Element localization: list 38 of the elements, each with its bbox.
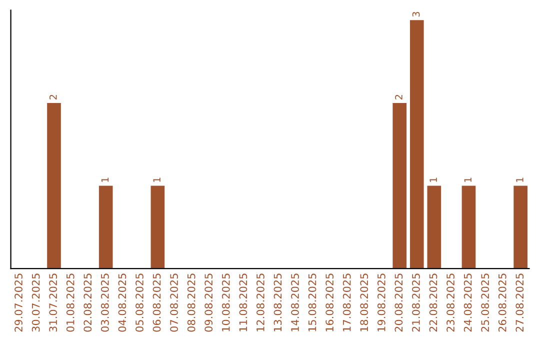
x-tick-label: 21.08.2025 <box>412 274 420 332</box>
x-tick-label: 31.07.2025 <box>49 274 58 332</box>
x-tick-label: 18.08.2025 <box>360 274 368 332</box>
x-tick-label: 16.08.2025 <box>326 274 334 332</box>
x-tick-label: 27.08.2025 <box>516 274 524 332</box>
x-tick-label: 19.08.2025 <box>377 274 386 332</box>
data-label: 1 <box>464 178 472 182</box>
x-tick-label: 25.08.2025 <box>481 274 490 332</box>
x-tick-label: 05.08.2025 <box>136 274 144 332</box>
x-tick-label: 30.07.2025 <box>32 274 40 332</box>
data-label: 1 <box>430 178 437 182</box>
x-tick-label: 23.08.2025 <box>446 274 454 332</box>
x-tick-label: 14.08.2025 <box>291 274 299 332</box>
x-tick-label: 24.08.2025 <box>464 274 472 332</box>
x-tick-label: 08.08.2025 <box>187 274 196 332</box>
data-label: 1 <box>153 178 160 182</box>
x-tick-label: 15.08.2025 <box>308 274 316 332</box>
data-label: 2 <box>49 94 57 100</box>
x-tick-label: 02.08.2025 <box>84 274 92 332</box>
x-tick-label: 26.08.2025 <box>498 274 506 332</box>
x-tick-label: 29.07.2025 <box>14 274 22 332</box>
data-label: 3 <box>412 12 420 17</box>
x-tick-label: 07.08.2025 <box>170 274 178 332</box>
data-label: 2 <box>395 94 402 100</box>
x-tick-label: 10.08.2025 <box>222 274 230 332</box>
x-tick-label: 01.08.2025 <box>66 274 74 332</box>
x-tick-label: 09.08.2025 <box>204 274 213 332</box>
x-tick-label: 22.08.2025 <box>429 274 438 332</box>
data-label: 1 <box>516 178 524 182</box>
data-label: 1 <box>101 178 109 182</box>
x-tick-label: 06.08.2025 <box>152 274 161 332</box>
x-tick-label: 03.08.2025 <box>100 274 109 332</box>
x-tick-label: 12.08.2025 <box>256 274 264 332</box>
x-tick-label: 11.08.2025 <box>239 274 248 332</box>
x-tick-label: 13.08.2025 <box>274 274 282 332</box>
x-tick-label: 20.08.2025 <box>394 274 403 332</box>
x-tick-label: 04.08.2025 <box>118 274 126 332</box>
x-tick-label: 17.08.2025 <box>342 274 351 332</box>
